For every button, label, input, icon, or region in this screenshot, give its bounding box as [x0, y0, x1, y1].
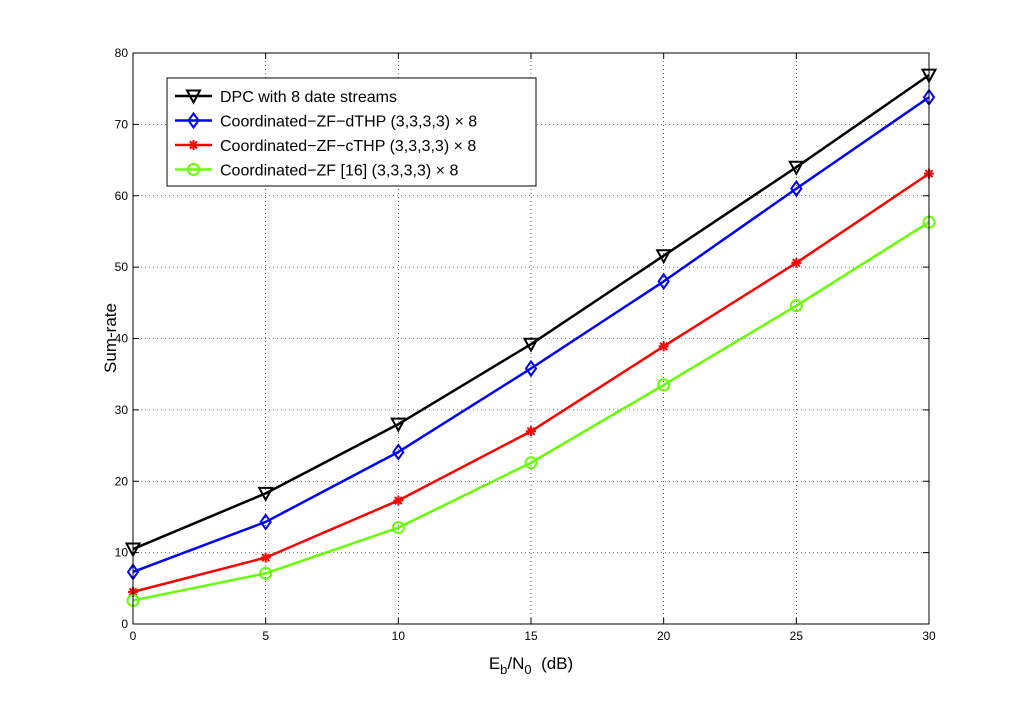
data-point [657, 378, 671, 392]
data-point [392, 443, 405, 461]
data-point [259, 513, 272, 531]
legend-label: Coordinated−ZF−dTHP (3,3,3,3) × 8 [220, 114, 477, 131]
legend-marker [187, 111, 200, 130]
data-point [259, 566, 273, 580]
series-line [132, 96, 930, 574]
legend-marker [188, 140, 199, 150]
data-point [655, 249, 672, 265]
x-tick-label: 10 [392, 629, 406, 643]
y-tick-label: 20 [115, 474, 129, 488]
x-tick-label: 20 [657, 629, 671, 643]
x-axis-label-sub-0: 0 [524, 662, 531, 677]
legend-entry-1: DPC with 8 date streams [175, 89, 397, 106]
y-tick-label: 40 [115, 332, 129, 346]
data-point [789, 299, 803, 313]
data-point [393, 495, 404, 506]
series-line [132, 74, 930, 551]
y-axis-label: Sum-rate [101, 303, 120, 373]
plot-frame [132, 52, 930, 625]
x-axis-label: Eb/N0 (dB) [489, 654, 573, 677]
data-point [791, 257, 802, 268]
series-2 [126, 88, 936, 581]
legend-label: Coordinated−ZF−cTHP (3,3,3,3) × 8 [220, 138, 476, 155]
x-axis-label-sub-b: b [500, 662, 507, 677]
x-tick-label: 0 [130, 629, 137, 643]
legend-entry-3: Coordinated−ZF−cTHP (3,3,3,3) × 8 [175, 138, 476, 155]
legend-entry-2: Coordinated−ZF−dTHP (3,3,3,3) × 8 [175, 111, 477, 131]
series-4 [126, 215, 936, 607]
data-point [526, 426, 536, 437]
y-tick-label: 60 [115, 189, 129, 203]
data-point [257, 486, 274, 502]
legend-box [166, 77, 537, 187]
series-layer [124, 68, 938, 607]
data-point [657, 272, 670, 291]
data-point [391, 521, 405, 535]
legend-label: Coordinated−ZF [16] (3,3,3,3) × 8 [220, 163, 458, 180]
axis-ticks: 0 5 10 15 20 25 30 0 10 20 30 40 50 60 70 80 [115, 46, 936, 643]
x-tick-label: 30 [922, 629, 936, 643]
x-tick-label: 25 [790, 629, 804, 643]
x-axis-label-main: E [489, 654, 500, 673]
legend-label: DPC with 8 date streams [220, 89, 397, 106]
x-axis-label-sep: /N [507, 654, 524, 673]
y-tick-label: 10 [115, 546, 129, 560]
legend-marker [187, 163, 200, 176]
data-point [260, 552, 271, 563]
y-tick-label: 80 [115, 46, 129, 60]
legend: DPC with 8 date streams Coordinated−ZF−dT… [166, 77, 537, 187]
x-tick-label: 15 [524, 629, 538, 643]
data-point [390, 417, 407, 433]
data-point [524, 359, 538, 378]
data-point [658, 341, 669, 352]
y-tick-label: 50 [115, 260, 129, 274]
legend-entry-4: Coordinated−ZF [16] (3,3,3,3) × 8 [175, 163, 458, 180]
series-3 [128, 168, 934, 597]
data-point [788, 160, 805, 176]
data-point [524, 456, 538, 470]
y-tick-label: 0 [121, 617, 128, 631]
y-tick-label: 70 [115, 117, 129, 131]
series-line [132, 221, 930, 602]
legend-marker [185, 89, 202, 105]
data-point [790, 179, 803, 198]
data-point [522, 337, 540, 353]
y-tick-label: 30 [115, 403, 129, 417]
x-tick-label: 5 [262, 629, 269, 643]
x-axis-label-unit: (dB) [532, 654, 574, 673]
